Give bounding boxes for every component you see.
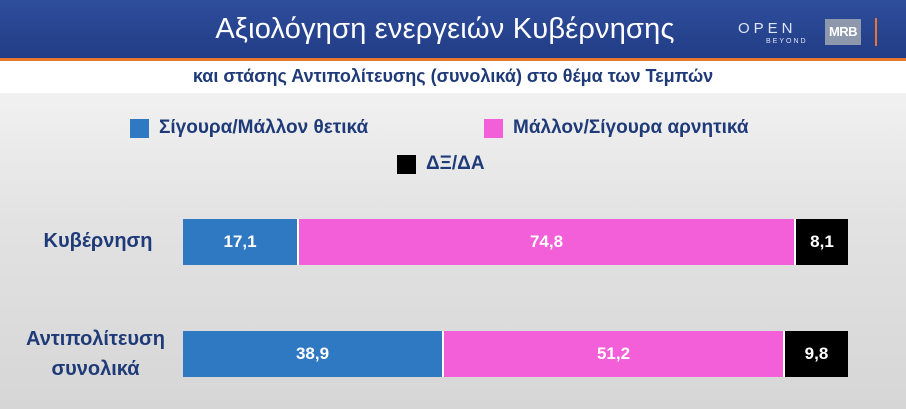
logo-divider	[875, 18, 877, 46]
row-label-opposition: Αντιπολίτευση συνολικά	[26, 328, 165, 380]
bar-segment-negative: 51,2	[442, 331, 783, 377]
open-logo: OPEN	[738, 20, 797, 37]
data-label-negative: 51,2	[596, 344, 631, 363]
bar-row-government: 17,1 74,8 8,1	[183, 219, 848, 265]
legend-swatch-positive	[130, 118, 149, 138]
bar-segment-positive: 38,9	[183, 331, 442, 377]
legend-item-dk: ΔΞ/ΔΑ	[397, 153, 485, 175]
legend-swatch-dk	[397, 154, 416, 174]
data-label-dk: 9,8	[804, 344, 829, 363]
legend-label-positive: Σίγουρα/Μάλλον θετικά	[159, 117, 369, 138]
chart-subtitle: και στάσης Αντιπολίτευσης (συνολικά) στο…	[192, 66, 714, 86]
bar-segment-positive: 17,1	[183, 219, 297, 265]
legend-item-positive: Σίγουρα/Μάλλον θετικά	[130, 117, 368, 139]
row-label-government: Κυβέρνηση	[43, 230, 153, 252]
legend-swatch-negative	[484, 118, 503, 138]
data-label-positive: 38,9	[295, 344, 330, 363]
data-label-positive: 17,1	[223, 232, 257, 251]
data-label-dk: 8,1	[810, 232, 834, 251]
accent-divider	[0, 58, 906, 61]
legend-label-negative: Μάλλον/Σίγουρα αρνητικά	[513, 117, 749, 138]
chart-title: Αξιολόγηση ενεργειών Κυβέρνησης	[215, 13, 675, 45]
legend-label-dk: ΔΞ/ΔΑ	[426, 153, 485, 174]
mrb-logo: MRB	[825, 19, 861, 45]
legend-item-negative: Μάλλον/Σίγουρα αρνητικά	[484, 117, 749, 139]
open-beyond-logo-text: BEYOND	[766, 38, 808, 45]
bar-segment-dk: 8,1	[794, 219, 848, 265]
bar-row-opposition: 38,9 51,2 9,8	[183, 331, 848, 377]
data-label-negative: 74,8	[529, 232, 564, 251]
bar-segment-dk: 9,8	[783, 331, 848, 377]
subtitle-band	[0, 61, 906, 93]
bar-segment-negative: 74,8	[297, 219, 794, 265]
header-bar	[0, 0, 906, 58]
